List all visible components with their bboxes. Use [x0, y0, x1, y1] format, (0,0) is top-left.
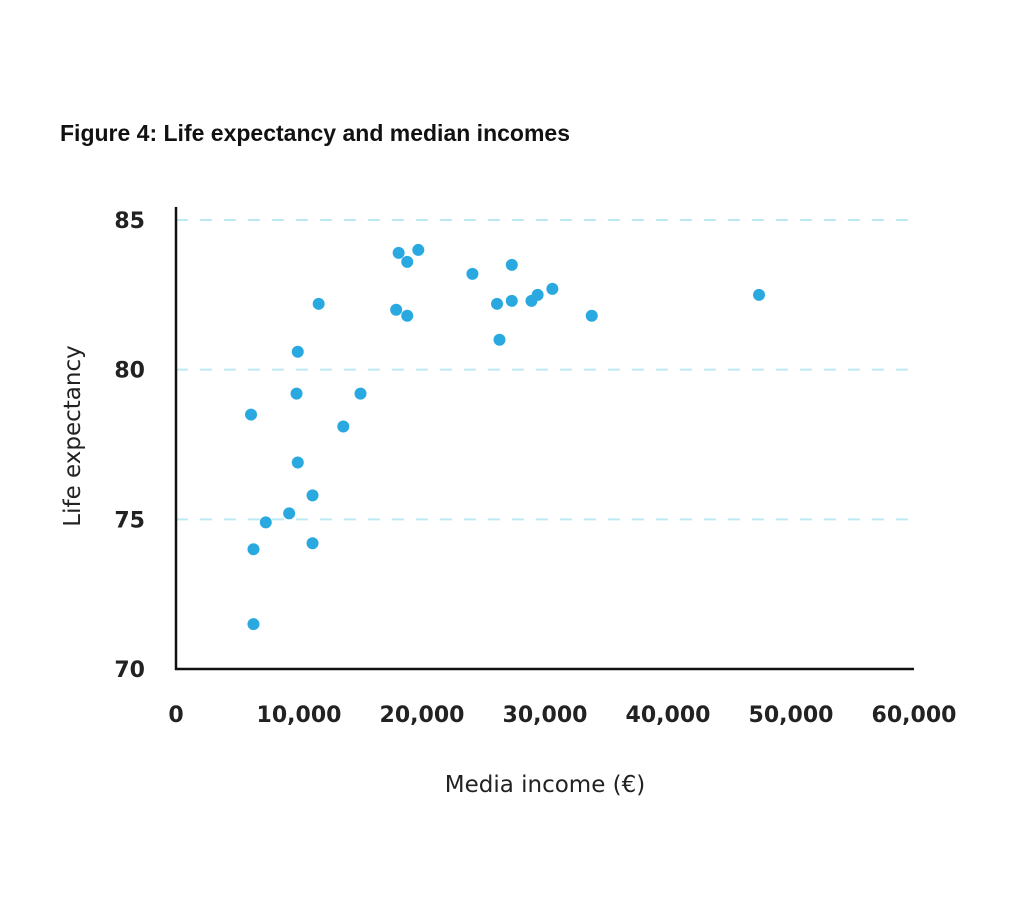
data-points	[245, 243, 766, 631]
data-point	[585, 309, 598, 322]
data-point	[259, 516, 272, 529]
data-point	[247, 618, 260, 631]
data-point	[401, 255, 414, 268]
data-point	[390, 303, 403, 316]
x-tick-labels: 0 10,000 20,000 30,000 40,000 50,000 60,000	[168, 703, 956, 728]
data-point	[505, 294, 518, 307]
data-point	[283, 507, 296, 520]
x-tick-label: 60,000	[872, 703, 957, 728]
y-tick-label: 70	[114, 658, 145, 683]
chart-title: Figure 4: Life expectancy and median inc…	[60, 120, 570, 146]
y-tick-label: 75	[114, 508, 145, 533]
y-tick-label: 85	[114, 209, 145, 234]
data-point	[392, 246, 405, 259]
data-point	[291, 456, 304, 469]
data-point	[546, 282, 559, 295]
data-point	[401, 309, 414, 322]
data-point	[753, 288, 766, 301]
data-point	[291, 345, 304, 358]
y-axis-label: Life expectancy	[60, 345, 86, 526]
data-point	[306, 489, 319, 502]
data-point	[312, 297, 325, 310]
data-point	[247, 543, 260, 556]
data-point	[290, 387, 303, 400]
data-point	[531, 288, 544, 301]
data-point	[505, 258, 518, 271]
x-tick-label: 0	[168, 703, 183, 728]
data-point	[245, 408, 258, 421]
x-tick-label: 30,000	[503, 703, 588, 728]
data-point	[466, 267, 479, 280]
x-axis-label: Media income (€)	[445, 772, 646, 798]
x-tick-label: 40,000	[626, 703, 711, 728]
x-tick-label: 50,000	[749, 703, 834, 728]
grid-lines	[176, 219, 914, 521]
data-point	[306, 537, 319, 550]
y-tick-label: 80	[114, 359, 145, 384]
x-tick-label: 10,000	[257, 703, 342, 728]
y-tick-labels: 70 75 80 85	[114, 209, 145, 683]
data-point	[491, 297, 504, 310]
data-point	[354, 387, 367, 400]
data-point	[493, 333, 506, 346]
data-point	[412, 243, 425, 256]
x-tick-label: 20,000	[380, 703, 465, 728]
data-point	[337, 420, 350, 433]
axes	[174, 207, 914, 671]
